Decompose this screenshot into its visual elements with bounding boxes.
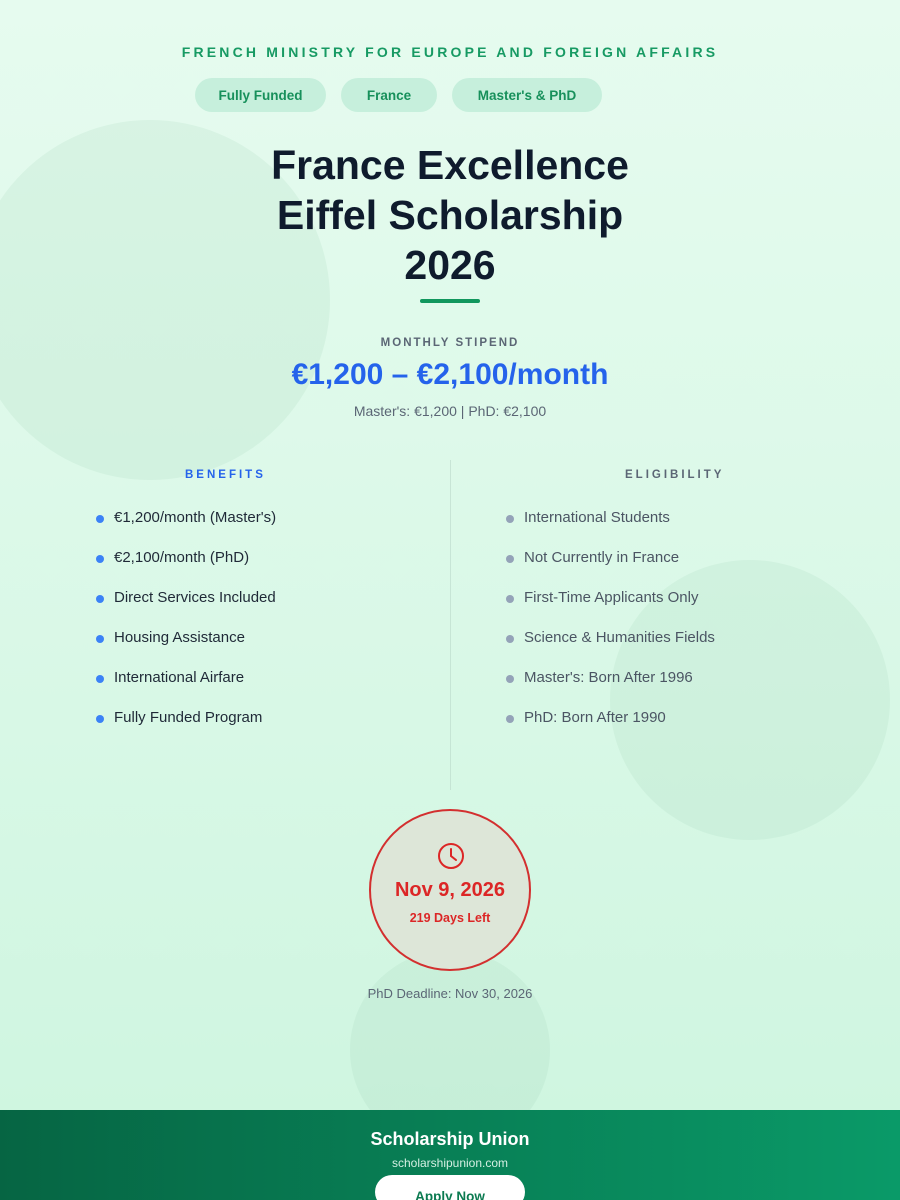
- bullet-icon: [96, 555, 104, 563]
- item-text: First-Time Applicants Only: [524, 589, 699, 606]
- organization: FRENCH MINISTRY FOR EUROPE AND FOREIGN A…: [181, 44, 719, 60]
- item-text: Fully Funded Program: [114, 709, 263, 726]
- page-title: France Excellence Eiffel Scholarship 202…: [0, 140, 900, 290]
- list-item: Science & Humanities Fields: [506, 629, 715, 669]
- list-item: Fully Funded Program: [96, 709, 276, 749]
- deadline-badge: Nov 9, 2026 219 Days Left: [369, 809, 531, 971]
- item-text: Science & Humanities Fields: [524, 629, 715, 646]
- bullet-icon: [506, 635, 514, 643]
- benefits-heading: BENEFITS: [185, 469, 266, 481]
- tag-list: Fully Funded France Master's & PhD: [195, 78, 602, 112]
- bullet-icon: [96, 675, 104, 683]
- days-left: 219 Days Left: [409, 911, 491, 925]
- list-item: First-Time Applicants Only: [506, 589, 715, 629]
- stipend-label: MONTHLY STIPEND: [380, 337, 520, 349]
- list-item: International Students: [506, 509, 715, 549]
- stipend-value: €1,200 – €2,100/month: [291, 358, 609, 391]
- tag-fully-funded: Fully Funded: [195, 78, 326, 112]
- list-item: PhD: Born After 1990: [506, 709, 715, 749]
- stipend-detail: Master's: €1,200 | PhD: €2,100: [353, 403, 547, 419]
- list-item: €2,100/month (PhD): [96, 549, 276, 589]
- title-line: 2026: [404, 242, 496, 288]
- title-underline: [420, 299, 480, 303]
- bullet-icon: [96, 595, 104, 603]
- list-item: International Airfare: [96, 669, 276, 709]
- brand-name: Scholarship Union: [370, 1129, 530, 1149]
- item-text: €1,200/month (Master's): [114, 509, 277, 526]
- bullet-icon: [96, 515, 104, 523]
- bullet-icon: [506, 675, 514, 683]
- bullet-icon: [506, 595, 514, 603]
- bullet-icon: [96, 715, 104, 723]
- footer: Scholarship Union scholarshipunion.com A…: [0, 1110, 900, 1200]
- apply-now-button[interactable]: Apply Now: [375, 1175, 525, 1200]
- deadline-date: Nov 9, 2026: [394, 879, 506, 901]
- column-divider: [450, 460, 451, 790]
- list-item: Direct Services Included: [96, 589, 276, 629]
- item-text: Housing Assistance: [114, 629, 245, 646]
- phd-deadline: PhD Deadline: Nov 30, 2026: [367, 986, 533, 1001]
- tag-france: France: [341, 78, 437, 112]
- list-item: Not Currently in France: [506, 549, 715, 589]
- item-text: Direct Services Included: [114, 589, 276, 606]
- list-item: Master's: Born After 1996: [506, 669, 715, 709]
- bullet-icon: [96, 635, 104, 643]
- eligibility-list: International Students Not Currently in …: [506, 509, 715, 749]
- item-text: International Students: [524, 509, 670, 526]
- decor-circle: [610, 560, 890, 840]
- clock-icon: [438, 843, 464, 869]
- item-text: €2,100/month (PhD): [114, 549, 250, 566]
- decor-circle: [0, 120, 330, 480]
- bullet-icon: [506, 515, 514, 523]
- item-text: Not Currently in France: [524, 549, 680, 566]
- item-text: Master's: Born After 1996: [524, 669, 693, 686]
- list-item: €1,200/month (Master's): [96, 509, 276, 549]
- title-line: France Excellence: [271, 142, 629, 188]
- tag-level: Master's & PhD: [452, 78, 602, 112]
- benefits-list: €1,200/month (Master's) €2,100/month (Ph…: [96, 509, 276, 749]
- eligibility-heading: ELIGIBILITY: [625, 469, 725, 481]
- list-item: Housing Assistance: [96, 629, 276, 669]
- item-text: PhD: Born After 1990: [524, 709, 666, 726]
- bullet-icon: [506, 715, 514, 723]
- website-link[interactable]: scholarshipunion.com: [391, 1156, 509, 1170]
- item-text: International Airfare: [114, 669, 245, 686]
- bullet-icon: [506, 555, 514, 563]
- title-line: Eiffel Scholarship: [276, 192, 624, 238]
